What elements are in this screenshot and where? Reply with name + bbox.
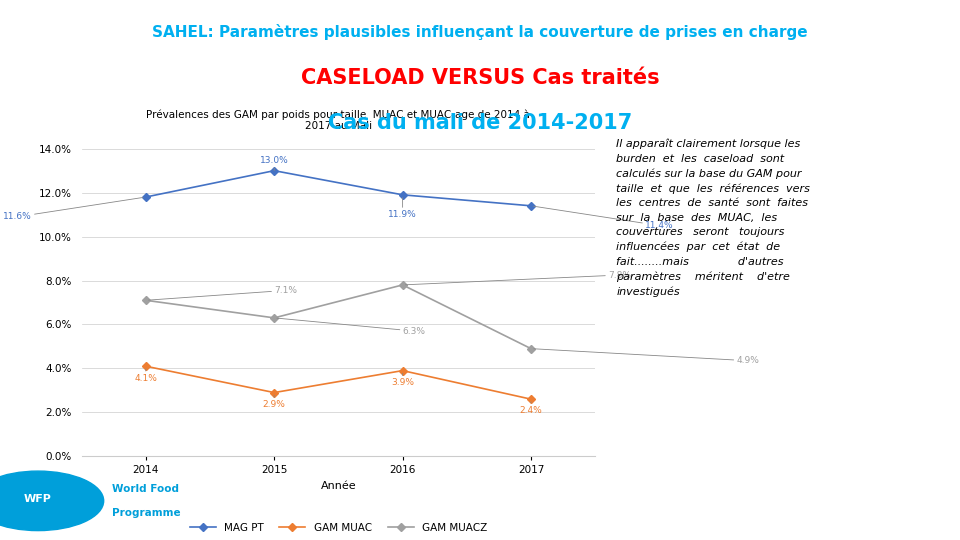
Text: 7.8%: 7.8% (405, 271, 631, 285)
Text: unicef: unicef (853, 504, 897, 517)
Text: 4.9%: 4.9% (534, 349, 759, 365)
X-axis label: Année: Année (321, 481, 356, 491)
Text: Il apparaît clairement lorsque les
burden  et  les  caseload  sont
calculés sur : Il apparaît clairement lorsque les burde… (616, 139, 810, 297)
Circle shape (0, 471, 104, 531)
Text: 4.1%: 4.1% (134, 369, 157, 383)
Text: Cas du mali de 2014-2017: Cas du mali de 2014-2017 (328, 113, 632, 133)
Text: 11.9%: 11.9% (388, 198, 417, 219)
Text: Ⓢ: Ⓢ (923, 504, 931, 518)
Text: 6.3%: 6.3% (277, 318, 425, 335)
Text: WFP: WFP (24, 494, 52, 504)
Text: World Food: World Food (112, 484, 180, 494)
Text: CASELOAD VERSUS Cas traités: CASELOAD VERSUS Cas traités (300, 68, 660, 87)
Text: 3.9%: 3.9% (391, 373, 414, 387)
Text: Programme: Programme (112, 508, 180, 518)
Text: 2.9%: 2.9% (263, 395, 286, 409)
Text: 11.4%: 11.4% (534, 206, 674, 230)
Legend: MAG PT, GAM MUAC, GAM MUACZ: MAG PT, GAM MUAC, GAM MUACZ (185, 519, 492, 537)
Text: 11.6%: 11.6% (3, 198, 143, 221)
Text: 7.1%: 7.1% (149, 286, 298, 300)
Text: SAHEL: Paramètres plausibles influençant la couverture de prises en charge: SAHEL: Paramètres plausibles influençant… (153, 24, 807, 40)
Text: 2.4%: 2.4% (519, 402, 542, 415)
Text: 13.0%: 13.0% (260, 156, 289, 171)
Title: Prévalences des GAM par poids pour taille  MUAC et MUAC-age de 2014 à
2017 au Ma: Prévalences des GAM par poids pour taill… (147, 109, 530, 131)
